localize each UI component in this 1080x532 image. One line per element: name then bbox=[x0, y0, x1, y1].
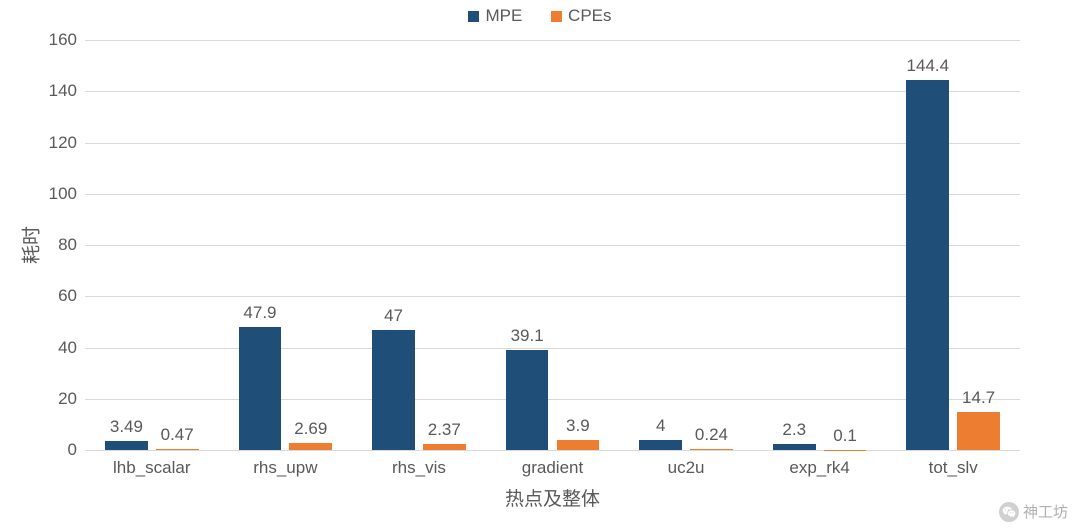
y-tick-label: 60 bbox=[58, 286, 85, 306]
bar-mpe bbox=[239, 327, 282, 450]
x-tick-label: uc2u bbox=[668, 450, 705, 478]
gridline bbox=[85, 399, 1020, 400]
bar-mpe bbox=[372, 330, 415, 450]
legend-label-cpes: CPEs bbox=[568, 6, 611, 26]
chart-plot-area: 耗时 热点及整体 020406080100120140160lhb_scalar… bbox=[85, 40, 1020, 450]
bar-cpes bbox=[289, 443, 332, 450]
bar-value-label: 14.7 bbox=[962, 388, 995, 408]
x-tick-label: exp_rk4 bbox=[789, 450, 849, 478]
gridline bbox=[85, 143, 1020, 144]
legend-item-mpe: MPE bbox=[468, 6, 522, 26]
y-tick-label: 160 bbox=[49, 30, 85, 50]
bar-cpes bbox=[690, 449, 733, 450]
chart-legend: MPE CPEs bbox=[0, 6, 1080, 27]
y-tick-label: 140 bbox=[49, 81, 85, 101]
x-tick-label: gradient bbox=[522, 450, 583, 478]
bar-value-label: 39.1 bbox=[511, 326, 544, 346]
bar-value-label: 0.47 bbox=[161, 425, 194, 445]
bar-value-label: 3.9 bbox=[566, 416, 590, 436]
legend-swatch-cpes bbox=[551, 11, 562, 22]
bar-cpes bbox=[156, 449, 199, 450]
watermark-text: 神工坊 bbox=[1023, 501, 1068, 522]
gridline bbox=[85, 91, 1020, 92]
bar-value-label: 4 bbox=[656, 416, 665, 436]
bar-value-label: 2.37 bbox=[428, 420, 461, 440]
y-tick-label: 40 bbox=[58, 338, 85, 358]
legend-swatch-mpe bbox=[468, 11, 479, 22]
x-tick-label: lhb_scalar bbox=[113, 450, 191, 478]
bar-mpe bbox=[506, 350, 549, 450]
gridline bbox=[85, 40, 1020, 41]
bar-mpe bbox=[639, 440, 682, 450]
x-tick-label: rhs_upw bbox=[253, 450, 317, 478]
wechat-icon bbox=[999, 502, 1019, 522]
gridline bbox=[85, 194, 1020, 195]
y-tick-label: 0 bbox=[68, 440, 85, 460]
bar-value-label: 47 bbox=[384, 306, 403, 326]
bar-value-label: 144.4 bbox=[907, 56, 950, 76]
bar-value-label: 2.3 bbox=[782, 420, 806, 440]
bar-cpes bbox=[557, 440, 600, 450]
gridline bbox=[85, 245, 1020, 246]
gridline bbox=[85, 348, 1020, 349]
x-tick-label: rhs_vis bbox=[392, 450, 446, 478]
y-tick-label: 20 bbox=[58, 389, 85, 409]
bar-value-label: 0.1 bbox=[833, 426, 857, 446]
bar-cpes bbox=[423, 444, 466, 450]
bar-mpe bbox=[105, 441, 148, 450]
bar-value-label: 2.69 bbox=[294, 419, 327, 439]
bar-value-label: 3.49 bbox=[110, 417, 143, 437]
bar-value-label: 0.24 bbox=[695, 425, 728, 445]
y-tick-label: 80 bbox=[58, 235, 85, 255]
legend-item-cpes: CPEs bbox=[551, 6, 611, 26]
gridline bbox=[85, 296, 1020, 297]
watermark: 神工坊 bbox=[999, 501, 1068, 522]
y-axis-title: 耗时 bbox=[17, 226, 44, 264]
y-tick-label: 120 bbox=[49, 133, 85, 153]
bar-mpe bbox=[906, 80, 949, 450]
legend-label-mpe: MPE bbox=[485, 6, 522, 26]
bar-cpes bbox=[957, 412, 1000, 450]
x-axis-title: 热点及整体 bbox=[505, 484, 600, 511]
bar-mpe bbox=[773, 444, 816, 450]
y-tick-label: 100 bbox=[49, 184, 85, 204]
bar-value-label: 47.9 bbox=[243, 303, 276, 323]
x-tick-label: tot_slv bbox=[929, 450, 978, 478]
